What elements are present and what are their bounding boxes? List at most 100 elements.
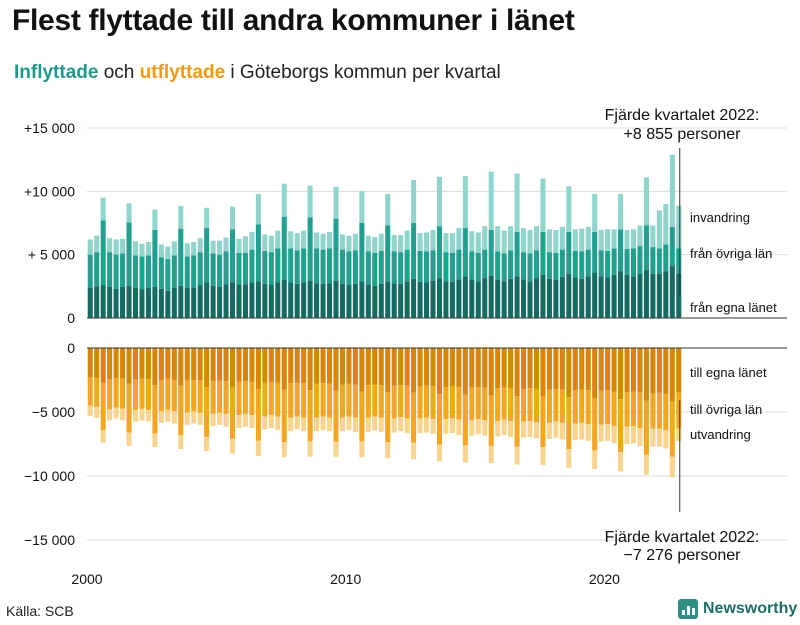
bar-in-0 — [611, 274, 617, 318]
bar-out-1 — [533, 388, 540, 423]
bar-out-0 — [346, 348, 352, 384]
bar-in-2 — [650, 225, 656, 248]
bar-out-1 — [178, 385, 184, 436]
bar-out-0 — [145, 348, 151, 380]
series-label-in: från övriga län — [690, 246, 772, 261]
bar-out-0 — [132, 348, 139, 380]
bar-in-1 — [132, 255, 139, 288]
bar-out-0 — [566, 348, 572, 398]
bar-in-1 — [139, 256, 145, 290]
bar-in-1 — [372, 252, 378, 286]
bar-out-2 — [605, 424, 611, 441]
bar-in-1 — [333, 218, 339, 281]
bar-in-2 — [566, 186, 572, 232]
bar-in-0 — [113, 288, 119, 318]
bar-out-2 — [132, 410, 139, 422]
bar-out-0 — [598, 348, 604, 391]
bar-out-2 — [404, 418, 410, 434]
bar-out-0 — [184, 348, 190, 381]
bar-out-2 — [100, 429, 106, 443]
bar-out-0 — [94, 348, 100, 379]
bar-in-2 — [391, 235, 397, 252]
bar-out-1 — [307, 390, 313, 442]
bar-out-0 — [585, 348, 591, 391]
bar-out-1 — [294, 382, 300, 417]
bar-out-2 — [650, 428, 656, 447]
bar-out-2 — [585, 424, 591, 441]
bar-in-2 — [618, 193, 624, 230]
bar-out-0 — [352, 348, 358, 385]
bar-in-2 — [572, 229, 578, 251]
bar-in-0 — [120, 286, 126, 318]
bar-in-0 — [540, 274, 546, 318]
bar-in-0 — [152, 286, 158, 318]
bar-out-1 — [430, 386, 436, 420]
bar-in-0 — [514, 276, 520, 318]
bar-in-0 — [178, 285, 184, 318]
bar-out-2 — [314, 417, 320, 432]
bar-out-1 — [249, 381, 255, 416]
bar-in-1 — [533, 250, 540, 279]
bar-in-1 — [281, 216, 287, 280]
bar-in-1 — [495, 251, 501, 280]
bar-out-1 — [255, 388, 261, 441]
bar-out-1 — [585, 390, 591, 425]
bar-in-0 — [650, 273, 656, 318]
bar-out-0 — [404, 348, 410, 386]
bar-out-1 — [553, 388, 559, 422]
y-tick-label-bottom: −10 000 — [24, 468, 75, 484]
bar-in-2 — [676, 205, 682, 249]
bar-out-0 — [495, 348, 501, 389]
bar-out-2 — [217, 412, 223, 425]
bar-out-2 — [275, 416, 281, 430]
bar-out-1 — [236, 381, 242, 416]
bar-out-1 — [572, 390, 578, 424]
bar-out-0 — [605, 348, 611, 391]
bar-in-0 — [94, 286, 100, 318]
bar-out-1 — [320, 383, 326, 417]
bar-in-1 — [352, 250, 358, 284]
bar-out-0 — [281, 348, 287, 390]
bar-out-0 — [411, 348, 417, 393]
bar-in-0 — [443, 281, 449, 318]
bar-in-2 — [197, 238, 203, 253]
bar-in-2 — [100, 197, 106, 221]
bar-in-1 — [566, 231, 572, 274]
bar-out-2 — [372, 416, 378, 431]
bar-out-1 — [469, 387, 475, 421]
bar-in-1 — [145, 255, 151, 288]
bar-in-2 — [540, 178, 546, 232]
bar-out-1 — [443, 387, 449, 420]
bar-out-2 — [120, 408, 126, 421]
bar-in-1 — [94, 252, 100, 287]
bar-out-0 — [456, 348, 462, 388]
bar-in-1 — [527, 253, 533, 282]
bar-out-2 — [197, 412, 203, 425]
bar-in-1 — [482, 249, 488, 279]
bar-out-0 — [398, 348, 404, 386]
bar-out-2 — [320, 416, 326, 430]
bar-in-2 — [624, 229, 630, 249]
bar-out-0 — [469, 348, 475, 388]
bar-out-0 — [107, 348, 113, 380]
bar-out-2 — [113, 407, 119, 419]
bar-in-1 — [359, 223, 365, 282]
bar-out-1 — [94, 378, 100, 407]
bar-in-2 — [223, 237, 229, 252]
bar-out-0 — [449, 348, 455, 387]
bar-in-0 — [676, 273, 682, 318]
bar-out-1 — [165, 379, 171, 411]
bar-in-1 — [294, 250, 300, 284]
bar-out-1 — [281, 389, 287, 443]
bar-in-2 — [605, 229, 611, 251]
bar-out-2 — [508, 420, 514, 437]
bar-in-1 — [488, 229, 494, 276]
bar-in-0 — [210, 285, 216, 318]
brand-logo: Newsworthy — [678, 599, 797, 619]
bar-in-2 — [469, 231, 475, 252]
bar-in-2 — [378, 233, 384, 251]
bar-out-0 — [417, 348, 423, 387]
bar-out-1 — [301, 383, 307, 418]
bar-out-2 — [281, 442, 287, 458]
bar-in-2 — [139, 243, 145, 257]
